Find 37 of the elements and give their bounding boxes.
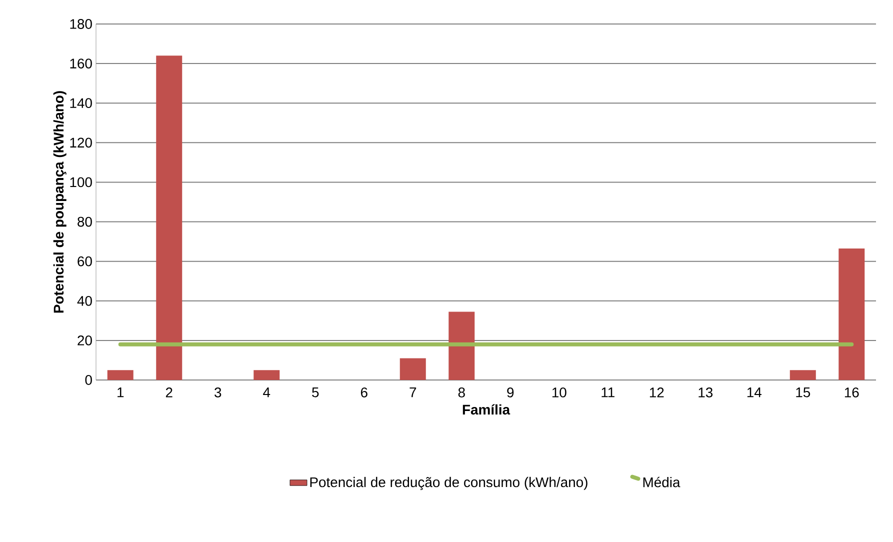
y-tick-label: 140	[70, 98, 92, 108]
x-tick-label: 13	[698, 388, 713, 398]
y-tick-label: 80	[78, 216, 92, 227]
x-tick-label: 12	[650, 388, 664, 398]
x-tick-label: 6	[360, 388, 368, 398]
x-tick-label: 10	[552, 388, 566, 398]
bar	[254, 370, 280, 380]
y-tick-label: 0	[85, 375, 92, 385]
y-axis-title: Potencial de poupança (kWh/ano)	[53, 91, 66, 313]
x-tick-label: 9	[507, 388, 514, 398]
x-tick-label: 15	[796, 388, 810, 398]
x-tick-label: 11	[602, 388, 614, 398]
x-tick-label: 4	[263, 388, 270, 398]
y-tick-label: 20	[78, 335, 92, 346]
y-tick-label: 160	[70, 58, 92, 68]
y-tick-label: 180	[70, 19, 92, 29]
x-axis-title: Família	[462, 404, 510, 415]
bar	[400, 358, 426, 380]
x-tick-label: 7	[410, 388, 416, 398]
legend-label: Potencial de redução de consumo (kWh/ano)	[310, 476, 588, 490]
bar	[448, 312, 475, 380]
x-tick-label: 3	[214, 388, 222, 398]
bar	[790, 370, 816, 380]
x-tick-label: 14	[747, 388, 762, 398]
bar	[838, 248, 865, 380]
y-tick-label: 40	[77, 296, 92, 306]
x-tick-label: 5	[312, 388, 319, 398]
legend-label: Média	[643, 476, 680, 488]
y-tick-label: 100	[70, 177, 92, 188]
x-tick-label: 1	[118, 388, 124, 398]
x-tick-label: 8	[458, 388, 465, 398]
x-tick-label: 2	[166, 388, 172, 398]
y-tick-label: 60	[78, 256, 92, 266]
bar	[107, 370, 134, 380]
bar	[156, 56, 182, 380]
x-tick-label: 16	[844, 388, 859, 398]
y-tick-label: 120	[70, 138, 92, 148]
